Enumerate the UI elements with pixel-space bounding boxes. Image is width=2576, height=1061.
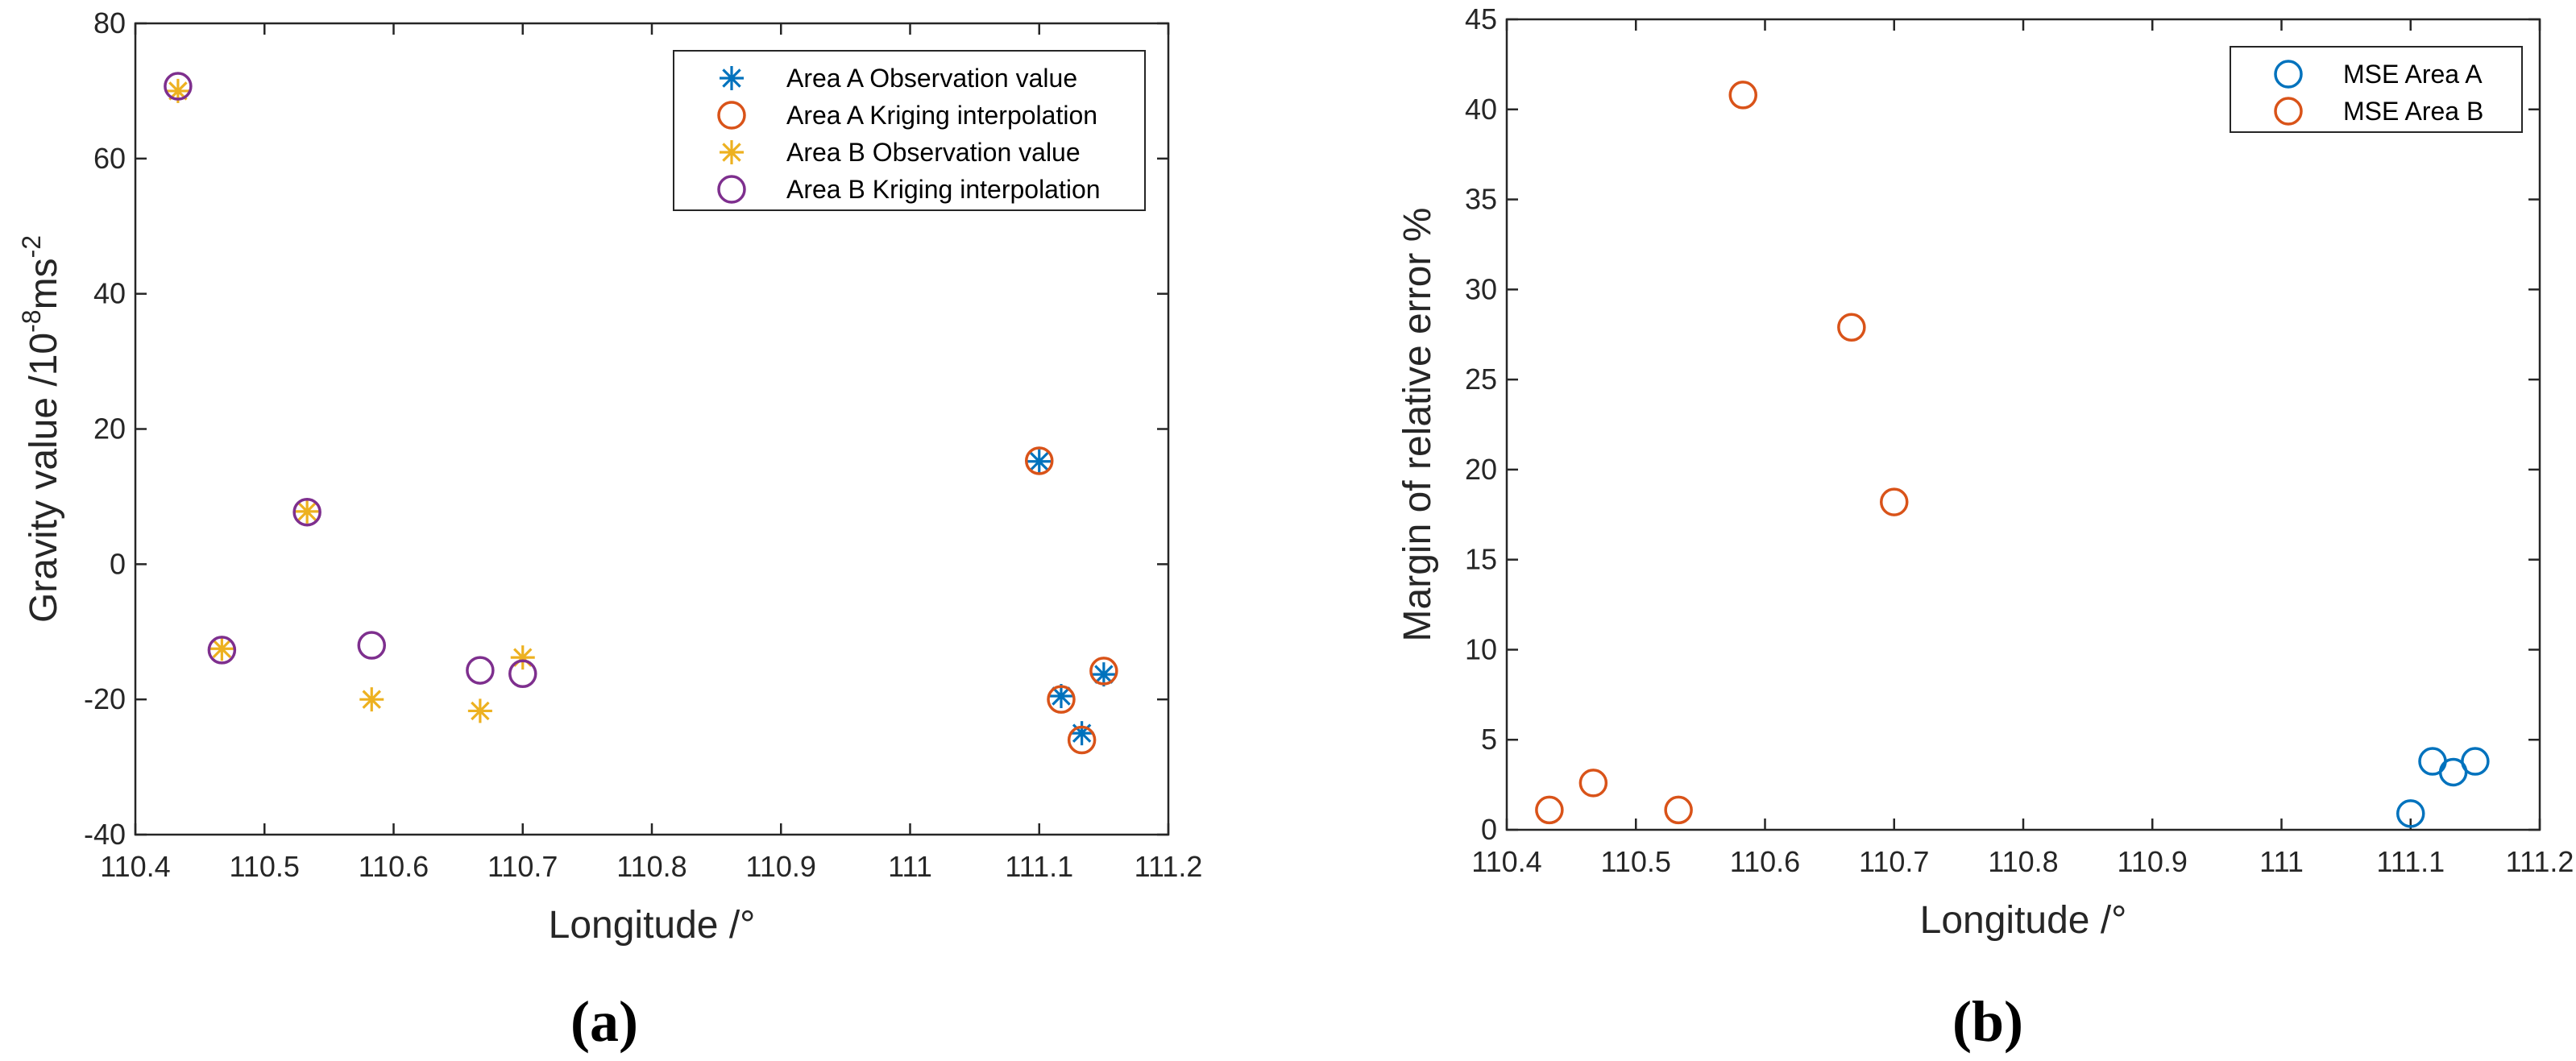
data-point (1728, 81, 1758, 110)
panel-label: (a) (570, 989, 638, 1054)
legend-box (673, 50, 1146, 211)
x-tick-label: 110.8 (616, 850, 687, 883)
data-point (2396, 799, 2425, 828)
legend-label: Area B Observation value (786, 138, 1081, 167)
panel-label: (b) (1952, 989, 2023, 1054)
series-3 (164, 72, 537, 689)
legend-marker (720, 140, 744, 164)
x-tick-label: 110.8 (1988, 845, 2058, 878)
legend-label: MSE Area A (2343, 60, 2483, 89)
data-point (510, 645, 535, 670)
y-tick-label: 15 (1465, 543, 1497, 576)
data-point (1047, 685, 1076, 714)
data-point (207, 636, 237, 665)
x-tick-label: 110.4 (1471, 845, 1541, 878)
data-point (508, 659, 537, 689)
data-point (295, 499, 320, 524)
y-tick-label: 80 (93, 6, 126, 39)
x-axis-label: Longitude /° (549, 904, 756, 947)
data-point (359, 687, 384, 712)
x-tick-label: 111.1 (2376, 845, 2445, 878)
x-tick-label: 110.6 (1730, 845, 1800, 878)
x-tick-label: 110.5 (230, 850, 300, 883)
series-1 (1025, 446, 1118, 755)
y-tick-label: 45 (1465, 2, 1497, 35)
data-point (165, 78, 190, 103)
y-tick-label: -40 (84, 818, 126, 851)
y-axis-label: Gravity value /10-8ms-2 (17, 235, 65, 623)
data-point (1091, 662, 1116, 687)
data-point (292, 497, 321, 527)
legend-marker (717, 101, 746, 130)
series-1 (1535, 81, 1909, 825)
y-axis-label: Margin of relative error % (1396, 208, 1439, 642)
data-point (1837, 313, 1866, 342)
y-tick-label: 20 (1465, 453, 1497, 486)
y-tick-label: 40 (1465, 93, 1497, 126)
data-point (1535, 795, 1564, 825)
y-tick-label: 5 (1481, 723, 1497, 756)
data-point (357, 631, 387, 660)
data-point (1664, 795, 1693, 825)
y-label-mid: ms (23, 258, 65, 309)
y-tick-label: 30 (1465, 272, 1497, 305)
x-tick-label: 110.9 (746, 850, 816, 883)
y-tick-label: 60 (93, 142, 126, 175)
legend-label: MSE Area B (2343, 97, 2483, 126)
y-tick-label: 25 (1465, 363, 1497, 396)
y-label-main: Gravity value /10 (23, 333, 65, 623)
x-tick-label: 111.2 (2506, 845, 2574, 878)
series-2 (165, 78, 535, 723)
legend-label: Area B Kriging interpolation (786, 175, 1101, 204)
x-tick-label: 110.4 (100, 850, 170, 883)
y-tick-label: 40 (93, 277, 126, 310)
data-point (1069, 721, 1094, 746)
y-tick-label: 0 (1481, 813, 1497, 846)
x-tick-label: 111 (888, 850, 932, 883)
x-axis-label: Longitude /° (1920, 899, 2127, 942)
data-point (466, 656, 495, 685)
chart-a: 110.4 110.5 110.6 110.7 110.8 110.9 111 111.1 11… (17, 6, 1202, 1054)
legend-label: Area A Kriging interpolation (786, 101, 1097, 130)
x-tick-label: 110.6 (359, 850, 429, 883)
legend-marker (2274, 97, 2303, 126)
x-tick-label: 111 (2259, 845, 2304, 878)
y-tick-label: -20 (84, 682, 126, 715)
x-tick-label: 110.7 (487, 850, 558, 883)
series-0 (1027, 449, 1116, 746)
y-tick-label: 35 (1465, 183, 1497, 216)
y-label-sup1: -8 (17, 309, 46, 332)
data-point (1048, 683, 1073, 708)
chart-b: 110.4 110.5 110.6 110.7 110.8 110.9 111 111.1 11… (1396, 2, 2574, 1054)
y-tick-label: 20 (93, 412, 126, 446)
legend-marker (720, 66, 744, 90)
data-point (1025, 446, 1054, 475)
data-point (1089, 657, 1118, 686)
legend-marker (2274, 60, 2303, 89)
legend-label: Area A Observation value (786, 64, 1077, 93)
x-tick-label: 110.7 (1859, 845, 1929, 878)
data-point (164, 72, 193, 101)
series-0 (2396, 747, 2490, 828)
data-point (1578, 769, 1608, 798)
data-point (209, 636, 234, 661)
axes-box (1505, 18, 2541, 831)
x-tick-label: 110.5 (1601, 845, 1671, 878)
data-point (1067, 725, 1097, 755)
legend-marker (717, 175, 746, 204)
x-tick-label: 110.9 (2118, 845, 2188, 878)
x-tick-label: 111.1 (1005, 850, 1073, 883)
y-label-sup2: -2 (17, 235, 46, 258)
y-tick-label: 10 (1465, 632, 1497, 665)
x-tick-label: 111.2 (1135, 850, 1203, 883)
data-point (467, 698, 492, 723)
data-point (1880, 487, 1909, 516)
data-point (1027, 449, 1052, 474)
y-tick-label: 0 (110, 547, 126, 580)
data-point (2461, 747, 2490, 776)
